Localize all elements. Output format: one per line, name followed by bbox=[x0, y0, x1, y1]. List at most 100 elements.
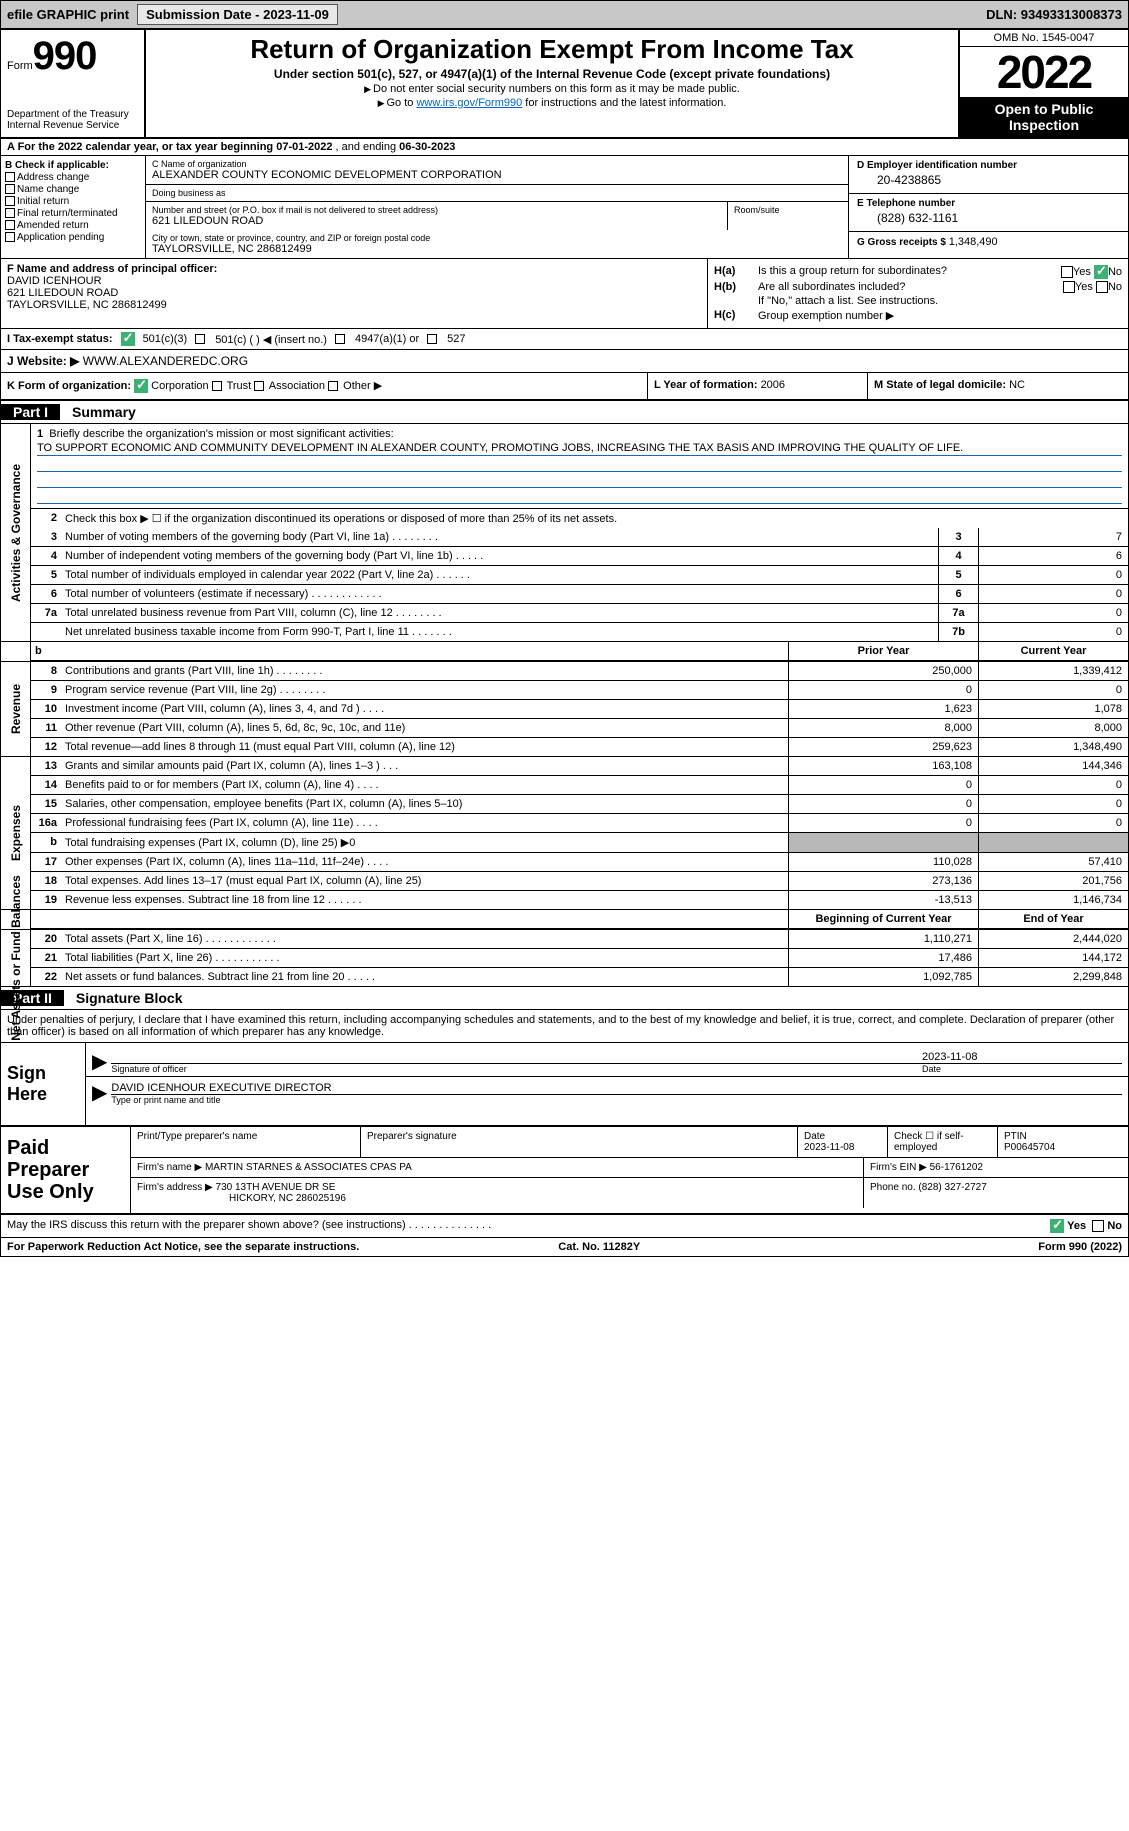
officer-name: DAVID ICENHOUR bbox=[7, 275, 701, 287]
penalties-statement: Under penalties of perjury, I declare th… bbox=[1, 1010, 1128, 1043]
irs-link[interactable]: www.irs.gov/Form990 bbox=[416, 97, 522, 109]
vlabel-revenue: Revenue bbox=[9, 684, 23, 734]
form-number: 990 bbox=[33, 34, 97, 78]
cb-address-change[interactable] bbox=[5, 172, 15, 182]
tax-year: 2022 bbox=[960, 47, 1128, 97]
summary-line: bTotal fundraising expenses (Part IX, co… bbox=[31, 833, 1128, 853]
name-arrow-icon: ▶ bbox=[92, 1080, 107, 1105]
header-right: OMB No. 1545-0047 2022 Open to Public In… bbox=[958, 30, 1128, 137]
ha-no-checked[interactable] bbox=[1094, 265, 1108, 279]
hb-no[interactable] bbox=[1096, 281, 1108, 293]
section-h: H(a) Is this a group return for subordin… bbox=[708, 259, 1128, 328]
cb-app-pending[interactable] bbox=[5, 232, 15, 242]
vlabel-expenses: Expenses bbox=[9, 805, 23, 861]
col-c-org-info: C Name of organization ALEXANDER COUNTY … bbox=[146, 156, 848, 258]
firm-ein: 56-1761202 bbox=[930, 1162, 983, 1173]
city-state-zip: TAYLORSVILLE, NC 286812499 bbox=[152, 243, 842, 255]
firm-name: MARTIN STARNES & ASSOCIATES CPAS PA bbox=[205, 1162, 412, 1173]
top-bar: efile GRAPHIC print Submission Date - 20… bbox=[0, 0, 1129, 29]
summary-line: 18Total expenses. Add lines 13–17 (must … bbox=[31, 872, 1128, 891]
telephone: (828) 632-1161 bbox=[857, 209, 1120, 227]
summary-line: 8Contributions and grants (Part VIII, li… bbox=[31, 662, 1128, 681]
org-name: ALEXANDER COUNTY ECONOMIC DEVELOPMENT CO… bbox=[152, 169, 842, 181]
header-middle: Return of Organization Exempt From Incom… bbox=[146, 30, 958, 137]
instr-1: Do not enter social security numbers on … bbox=[373, 83, 740, 95]
header-left: Form990 Department of the Treasury Inter… bbox=[1, 30, 146, 137]
cb-527[interactable] bbox=[427, 334, 437, 344]
efile-label: efile GRAPHIC print bbox=[7, 7, 129, 22]
form-id: Form 990 (2022) bbox=[1038, 1241, 1122, 1253]
paid-preparer-block: Paid Preparer Use Only Print/Type prepar… bbox=[1, 1127, 1128, 1215]
summary-line: 19Revenue less expenses. Subtract line 1… bbox=[31, 891, 1128, 909]
summary-line: 22Net assets or fund balances. Subtract … bbox=[31, 968, 1128, 986]
summary-line: 20Total assets (Part X, line 16) . . . .… bbox=[31, 930, 1128, 949]
summary-line: 21Total liabilities (Part X, line 26) . … bbox=[31, 949, 1128, 968]
ptin: P00645704 bbox=[1004, 1142, 1055, 1153]
form-footer: For Paperwork Reduction Act Notice, see … bbox=[1, 1238, 1128, 1256]
summary-line: Net unrelated business taxable income fr… bbox=[31, 623, 1128, 641]
ein: 20-4238865 bbox=[857, 171, 1120, 189]
department: Department of the Treasury Internal Reve… bbox=[7, 109, 138, 131]
firm-address-2: HICKORY, NC 286025196 bbox=[229, 1193, 346, 1204]
summary-line: 3Number of voting members of the governi… bbox=[31, 528, 1128, 547]
summary-line: 12Total revenue—add lines 8 through 11 (… bbox=[31, 738, 1128, 756]
cb-final-return[interactable] bbox=[5, 208, 15, 218]
part-1-header: Part I Summary bbox=[1, 401, 1128, 424]
dln: DLN: 93493313008373 bbox=[986, 7, 1122, 22]
form-header: Form990 Department of the Treasury Inter… bbox=[1, 30, 1128, 139]
summary-line: 6Total number of volunteers (estimate if… bbox=[31, 585, 1128, 604]
form-990-body: Form990 Department of the Treasury Inter… bbox=[0, 29, 1129, 1257]
officer-printed-name: DAVID ICENHOUR EXECUTIVE DIRECTOR bbox=[111, 1082, 1122, 1094]
cb-other[interactable] bbox=[328, 381, 338, 391]
cb-name-change[interactable] bbox=[5, 184, 15, 194]
year-formation: 2006 bbox=[761, 379, 785, 391]
summary-line: 11Other revenue (Part VIII, column (A), … bbox=[31, 719, 1128, 738]
cb-amended[interactable] bbox=[5, 220, 15, 230]
street: 621 LILEDOUN ROAD bbox=[152, 215, 721, 227]
section-activities-governance: Activities & Governance 1 Briefly descri… bbox=[1, 424, 1128, 642]
cb-corporation[interactable] bbox=[134, 379, 148, 393]
signature-arrow-icon: ▶ bbox=[92, 1049, 107, 1074]
submission-date-box: Submission Date - 2023-11-09 bbox=[137, 4, 338, 25]
cb-501c3[interactable] bbox=[121, 332, 135, 346]
omb-number: OMB No. 1545-0047 bbox=[960, 30, 1128, 47]
mission-text: TO SUPPORT ECONOMIC AND COMMUNITY DEVELO… bbox=[37, 440, 1122, 456]
hb-yes[interactable] bbox=[1063, 281, 1075, 293]
discuss-yes-checked[interactable] bbox=[1050, 1219, 1064, 1233]
discuss-no[interactable] bbox=[1092, 1220, 1104, 1232]
summary-line: 13Grants and similar amounts paid (Part … bbox=[31, 757, 1128, 776]
website: WWW.ALEXANDEREDC.ORG bbox=[79, 354, 248, 368]
line-1-mission: 1 Briefly describe the organization's mi… bbox=[31, 424, 1128, 509]
summary-line: 5Total number of individuals employed in… bbox=[31, 566, 1128, 585]
summary-line: 16aProfessional fundraising fees (Part I… bbox=[31, 814, 1128, 833]
row-a-tax-year: A For the 2022 calendar year, or tax yea… bbox=[1, 139, 1128, 156]
cb-4947[interactable] bbox=[335, 334, 345, 344]
row-j-website: J Website: ▶ WWW.ALEXANDEREDC.ORG bbox=[1, 350, 1128, 373]
summary-line: 15Salaries, other compensation, employee… bbox=[31, 795, 1128, 814]
signature-date: 2023-11-08 bbox=[922, 1051, 1122, 1063]
summary-line: 17Other expenses (Part IX, column (A), l… bbox=[31, 853, 1128, 872]
firm-phone: (828) 327-2727 bbox=[918, 1182, 986, 1193]
form-subtitle: Under section 501(c), 527, or 4947(a)(1)… bbox=[152, 67, 952, 81]
section-net-assets: Net Assets or Fund Balances 20Total asse… bbox=[1, 930, 1128, 987]
vlabel-net-assets: Net Assets or Fund Balances bbox=[9, 875, 23, 1041]
cb-501c[interactable] bbox=[195, 334, 205, 344]
gross-receipts: 1,348,490 bbox=[949, 236, 998, 248]
part-2-header: Part II Signature Block bbox=[1, 987, 1128, 1010]
discuss-with-preparer: May the IRS discuss this return with the… bbox=[1, 1215, 1128, 1238]
amount-column-headers: b Prior Year Current Year bbox=[31, 642, 1128, 661]
f-h-block: F Name and address of principal officer:… bbox=[1, 259, 1128, 329]
vlabel-governance: Activities & Governance bbox=[9, 464, 23, 602]
room-suite: Room/suite bbox=[728, 202, 848, 230]
form-word: Form bbox=[7, 60, 33, 72]
state-domicile: NC bbox=[1009, 379, 1025, 391]
net-assets-column-headers: Beginning of Current Year End of Year bbox=[31, 910, 1128, 929]
preparer-date: 2023-11-08 bbox=[804, 1142, 854, 1153]
cb-initial-return[interactable] bbox=[5, 196, 15, 206]
row-klm: K Form of organization: Corporation Trus… bbox=[1, 373, 1128, 401]
firm-address-1: 730 13TH AVENUE DR SE bbox=[216, 1182, 336, 1193]
cb-association[interactable] bbox=[254, 381, 264, 391]
cb-trust[interactable] bbox=[212, 381, 222, 391]
summary-line: 9Program service revenue (Part VIII, lin… bbox=[31, 681, 1128, 700]
ha-yes[interactable] bbox=[1061, 266, 1073, 278]
